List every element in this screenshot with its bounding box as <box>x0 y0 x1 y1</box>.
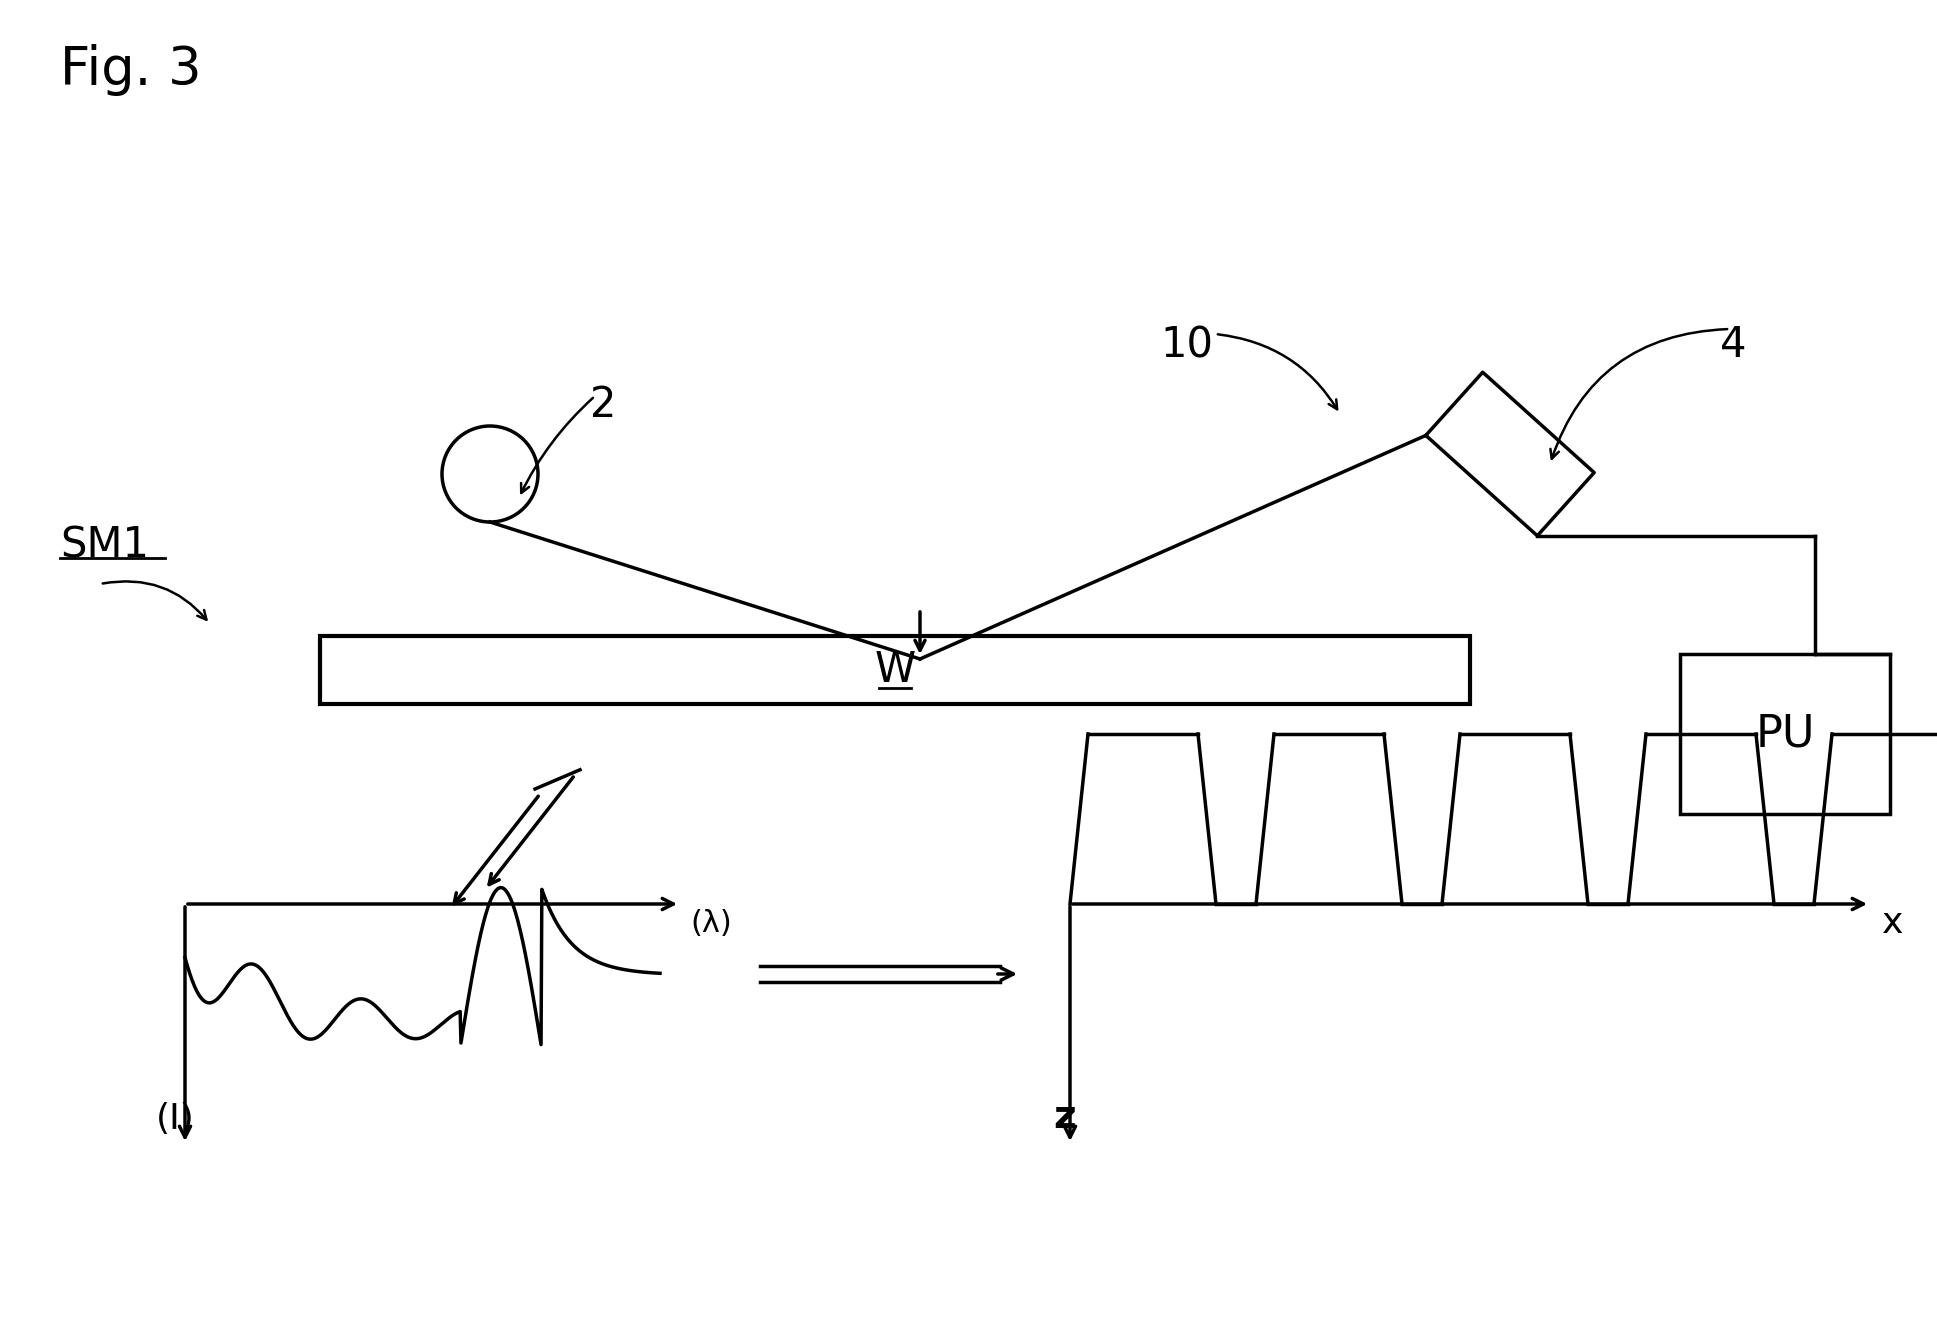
Text: Fig. 3: Fig. 3 <box>60 44 201 95</box>
Text: (I): (I) <box>155 1102 194 1136</box>
Bar <box>320 636 1470 704</box>
Text: 4: 4 <box>1720 324 1747 366</box>
Bar <box>1679 655 1891 814</box>
Text: SM1: SM1 <box>60 524 149 566</box>
Text: PU: PU <box>1755 712 1815 755</box>
Text: x: x <box>1883 906 1904 939</box>
Text: 2: 2 <box>591 384 616 426</box>
Text: z: z <box>1054 1098 1077 1136</box>
Text: 10: 10 <box>1160 324 1213 366</box>
Text: (λ): (λ) <box>690 909 732 938</box>
Text: W: W <box>874 649 916 691</box>
